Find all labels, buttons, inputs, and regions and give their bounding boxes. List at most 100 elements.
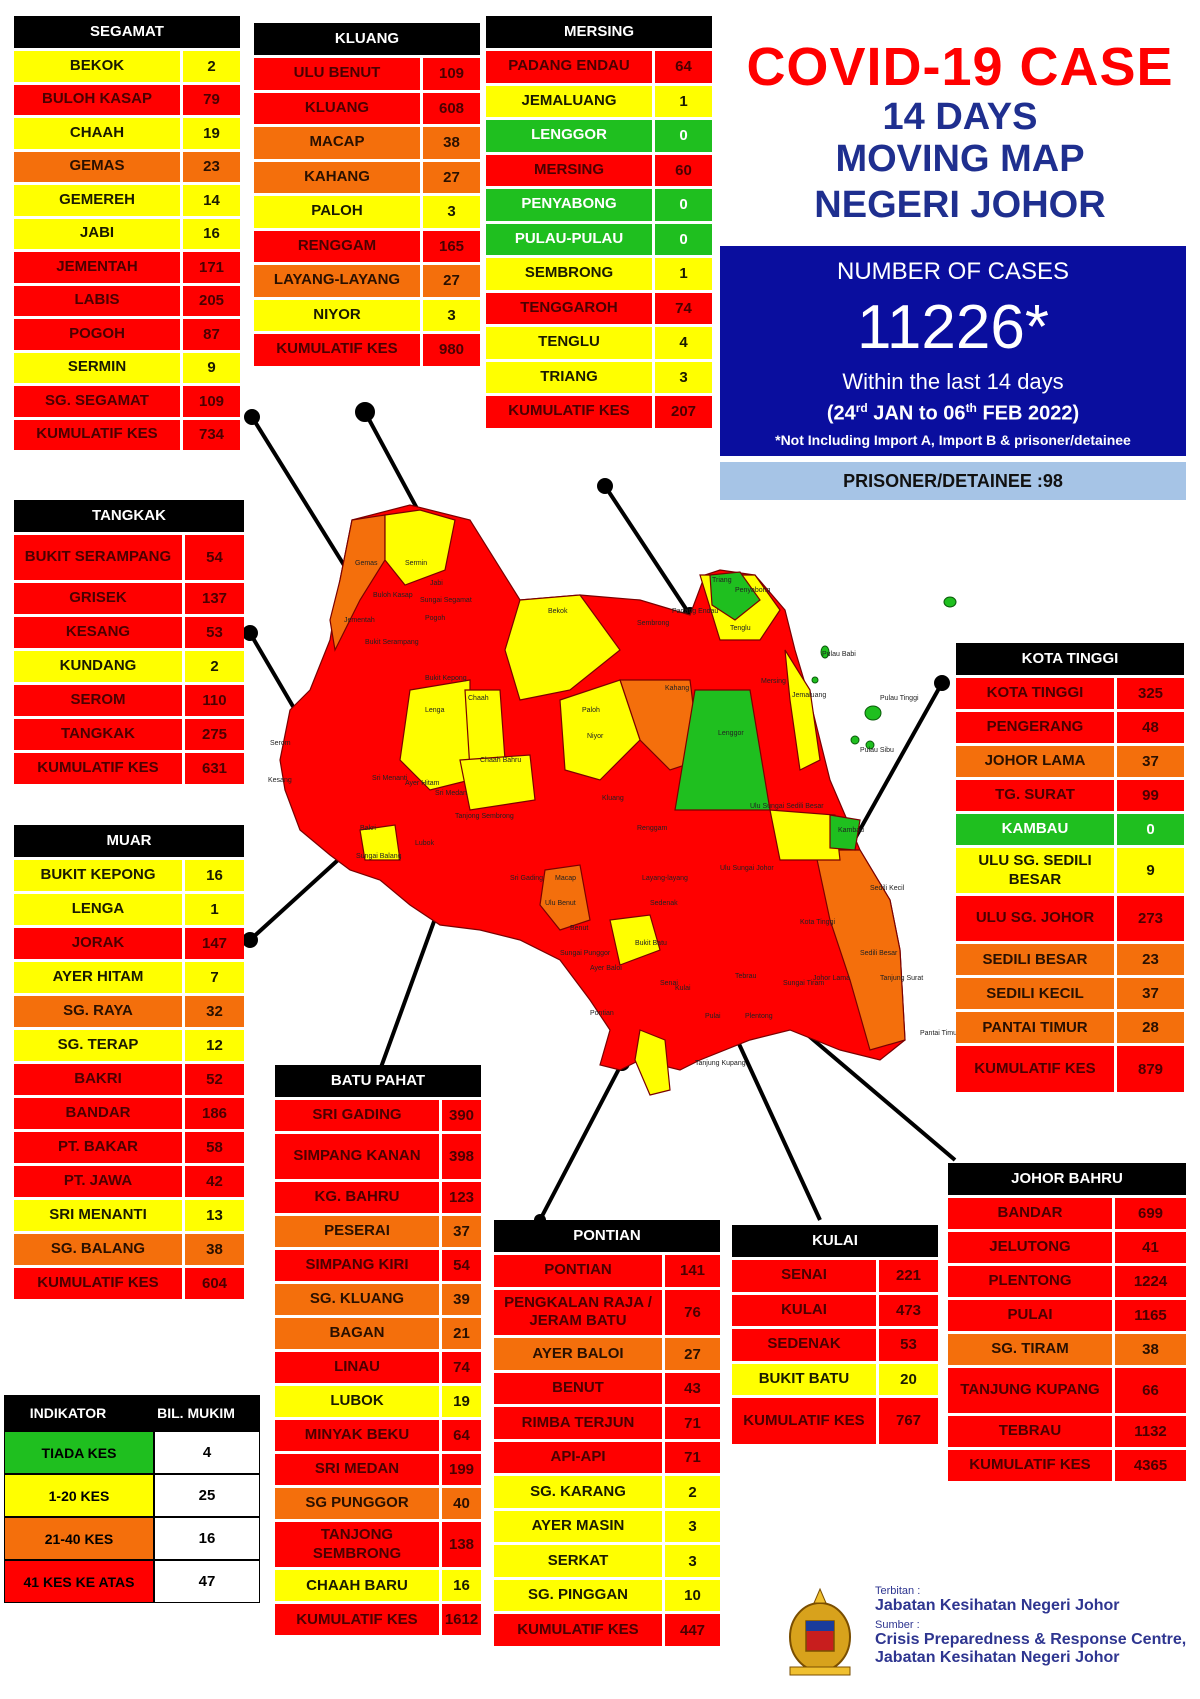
table-row: BENUT 43 — [494, 1372, 720, 1405]
district-name: MUAR — [14, 825, 244, 857]
case-count: 199 — [442, 1454, 481, 1486]
table-row: GRISEK 137 — [14, 583, 244, 615]
case-count: 608 — [423, 92, 480, 124]
mukim-name: BANDAR — [948, 1198, 1112, 1229]
table-row: SG. PINGGAN 10 — [494, 1579, 720, 1612]
map-place-label: Johor Lama — [813, 975, 850, 982]
table-row: TANJUNG KUPANG 66 — [948, 1368, 1186, 1414]
publisher-name: Jabatan Kesihatan Negeri Johor — [875, 1597, 1120, 1614]
mukim-name: SG. RAYA — [14, 996, 182, 1027]
table-row: RENGGAM 165 — [254, 230, 480, 262]
mukim-name: SEDENAK — [732, 1329, 876, 1361]
table-row: JEMENTAH 171 — [14, 252, 240, 283]
map-place-label: Pogoh — [425, 615, 445, 622]
mukim-name: TANGKAK — [14, 719, 182, 751]
state-landmass — [279, 504, 906, 1096]
prisoner-count: PRISONER/DETAINEE :98 — [720, 462, 1186, 500]
table-row: LAYANG-LAYANG 27 — [254, 265, 480, 297]
map-place-label: Jementah — [344, 617, 375, 624]
case-count: 0 — [1117, 814, 1184, 845]
table-row: PADANG ENDAU 64 — [486, 51, 712, 83]
table-row: JEMALUANG 1 — [486, 85, 712, 117]
table-row: MERSING 60 — [486, 154, 712, 186]
case-count: 27 — [665, 1338, 720, 1370]
district-name: SEGAMAT — [14, 16, 240, 48]
case-count: 64 — [442, 1420, 481, 1452]
mukim-name: PONTIAN — [494, 1255, 662, 1287]
legend-header-indicator: INDIKATOR — [29, 1405, 107, 1421]
mukim-name: SRI GADING — [275, 1100, 439, 1131]
case-count: 74 — [442, 1352, 481, 1384]
mukim-name: ULU SG. JOHOR — [956, 896, 1114, 942]
mukim-name: SG. PINGGAN — [494, 1579, 662, 1612]
legend-header: INDIKATOR BIL. MUKIM — [4, 1395, 260, 1431]
case-count: 43 — [665, 1372, 720, 1405]
exclusion-note: *Not Including Import A, Import B & pris… — [775, 431, 1131, 448]
map-place-label: Jemaluang — [792, 692, 826, 699]
case-count: 1165 — [1115, 1300, 1186, 1331]
table-row: PENYABONG 0 — [486, 189, 712, 221]
table-row: SRI MEDAN 199 — [275, 1454, 481, 1486]
map-place-label: Lenga — [425, 707, 445, 714]
table-row: ULU SG. SEDILI BESAR 9 — [956, 848, 1184, 894]
mukim-name: KLUANG — [254, 92, 420, 124]
table-row: LENGGOR 0 — [486, 120, 712, 152]
table-row: ULU SG. JOHOR 273 — [956, 896, 1184, 942]
mukim-name: AYER MASIN — [494, 1510, 662, 1543]
table-row: JOHOR LAMA 37 — [956, 746, 1184, 777]
case-count: 9 — [1117, 848, 1184, 894]
case-count: 604 — [185, 1268, 244, 1299]
map-place-label: Benut — [570, 925, 588, 932]
case-count: 1 — [655, 258, 712, 290]
table-row: SERKAT 3 — [494, 1545, 720, 1577]
mukim-name: KUMULATIF KES — [956, 1046, 1114, 1092]
case-count: 138 — [442, 1522, 481, 1568]
map-place-label: Ayer Baloi — [590, 965, 622, 972]
mukim-name: AYER BALOI — [494, 1338, 662, 1370]
mukim-name: BANDAR — [14, 1098, 182, 1129]
legend-row: TIADA KES 4 — [4, 1431, 260, 1474]
table-row: BULOH KASAP 79 — [14, 84, 240, 115]
mukim-name: CHAAH — [14, 118, 180, 149]
map-place-label: Bekok — [548, 608, 568, 615]
mukim-name: MINYAK BEKU — [275, 1420, 439, 1452]
subtitle-line-1: 14 DAYS — [882, 96, 1038, 138]
mukim-name: SEMBRONG — [486, 258, 652, 290]
table-row: SERMIN 9 — [14, 352, 240, 383]
mukim-name: KULAI — [732, 1294, 876, 1326]
mukim-name: KUNDANG — [14, 651, 182, 683]
table-row: TG. SURAT 99 — [956, 780, 1184, 811]
map-place-label: Sri Medan — [435, 790, 467, 797]
mukim-name: GEMAS — [14, 151, 180, 182]
table-row: AYER MASIN 3 — [494, 1510, 720, 1543]
mukim-name: KUMULATIF KES — [254, 334, 420, 366]
map-place-label: Ulu Sungai Sedili Besar — [750, 803, 824, 810]
map-place-label: Jabi — [430, 580, 443, 587]
table-row: KUMULATIF KES 879 — [956, 1046, 1184, 1092]
mukim-name: KESANG — [14, 617, 182, 649]
map-place-label: Lubok — [415, 840, 435, 847]
mukim-name: LUBOK — [275, 1386, 439, 1418]
table-row: KUMULATIF KES 1612 — [275, 1604, 481, 1636]
table-row: SG. TIRAM 38 — [948, 1334, 1186, 1365]
district-table-kotatinggi: KOTA TINGGI KOTA TINGGI 325 PENGERANG 48 JOHO… — [956, 643, 1184, 1095]
table-row: KUMULATIF KES 631 — [14, 753, 244, 785]
case-count: 1612 — [442, 1604, 481, 1636]
case-count: 16 — [185, 860, 244, 891]
mukim-name: TEBRAU — [948, 1416, 1112, 1448]
case-count: 275 — [185, 719, 244, 751]
table-row: KUMULATIF KES 4365 — [948, 1450, 1186, 1482]
case-count: 32 — [185, 996, 244, 1027]
mukim-name: KAMBAU — [956, 814, 1114, 845]
table-row: SEMBRONG 1 — [486, 258, 712, 290]
table-row: KOTA TINGGI 325 — [956, 678, 1184, 709]
case-count: 58 — [185, 1132, 244, 1163]
case-count: 1 — [185, 894, 244, 925]
table-row: TANGKAK 275 — [14, 719, 244, 751]
mukim-name: SG. KLUANG — [275, 1284, 439, 1316]
case-count: 99 — [1117, 780, 1184, 811]
mukim-name: KUMULATIF KES — [732, 1398, 876, 1444]
district-name: KULAI — [732, 1225, 938, 1257]
legend-row: 21-40 KES 16 — [4, 1517, 260, 1560]
table-row: API-API 71 — [494, 1441, 720, 1474]
